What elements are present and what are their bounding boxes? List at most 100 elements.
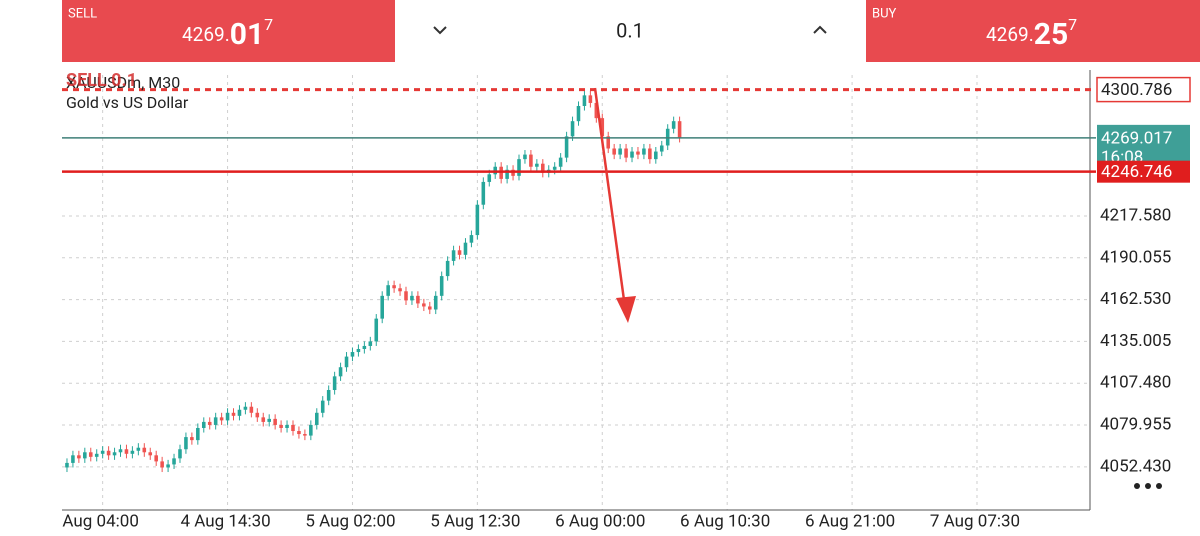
sell-label: SELL [68,6,97,21]
candle-body [529,154,533,167]
buy-button[interactable] [866,0,1200,62]
menu-dots[interactable] [1134,483,1162,489]
candle-body [469,235,474,243]
candle-body [124,449,129,454]
candle-body [451,250,456,261]
candle-body [297,431,301,435]
candle-body [624,148,628,158]
candle-body [558,157,563,167]
candle-body [422,303,426,307]
candle-body [481,181,486,205]
candle-body [487,174,492,182]
candle-body [618,148,622,155]
sell-price-sup: 7 [264,15,273,34]
candle-body [475,204,480,236]
x-tick-label: 6 Aug 00:00 [555,511,645,531]
candle-body [380,295,384,319]
candle-body [338,367,343,377]
x-tick-label: 5 Aug 12:30 [430,511,520,531]
candle-body [279,424,283,428]
candle-body [326,390,331,401]
candle-body [576,105,581,122]
candle-body [457,250,462,255]
candle-body [100,450,105,454]
x-tick-label: 6 Aug 10:30 [680,511,770,531]
candle-body [154,455,158,462]
candle-body [130,450,135,454]
candle-body [201,421,206,428]
candle-body [261,417,266,422]
candle-body [433,295,438,310]
buy-price: 4269.257 [986,15,1077,52]
candle-body [118,449,123,453]
y-tick-label: 4079.955 [1100,414,1171,434]
candle-body [71,455,75,463]
volume-up[interactable] [813,25,827,34]
candle-body [255,412,260,418]
candle-body [398,288,402,292]
candle-body [65,462,69,468]
candle-body [564,136,569,158]
candle-body [350,352,355,357]
annotation-arrow [593,87,626,301]
buy-label: BUY [872,6,897,21]
order-price-box [1096,76,1191,103]
y-tick-label: 4135.005 [1100,331,1171,351]
candle-body [237,409,242,416]
candle-body [594,102,599,119]
candle-body [83,452,87,459]
y-tick-label: 4107.480 [1100,373,1171,393]
buy-price-big: 25 [1034,17,1068,52]
candle-body [166,464,170,468]
x-tick-label: Aug 04:00 [62,511,138,531]
sell-button[interactable] [62,0,395,62]
buy-price-sup: 7 [1068,15,1077,34]
candle-body [148,452,153,456]
candle-body [600,118,605,137]
candle-body [642,148,646,155]
x-tick-label: 7 Aug 07:30 [930,511,1020,531]
stop-price: 4246.746 [1101,162,1172,182]
candle-body [178,449,182,459]
candle-body [630,151,634,158]
y-tick-label: 4190.055 [1100,247,1171,267]
candle-body [677,121,682,138]
sell-price-main: 4269. [182,23,230,46]
candle-body [570,121,575,137]
candle-body [535,163,539,167]
candle-body [77,455,81,459]
candle-body [225,412,230,421]
candle-body [106,450,111,456]
bid-price-box [1097,124,1190,167]
candle-body [344,356,349,368]
bid-price: 4269.017 [1101,128,1172,148]
candle-body [314,412,319,425]
candle-body [273,418,277,425]
candle-body [309,424,313,436]
candle-body [332,376,337,391]
candle-body [320,400,325,413]
candle-body [368,341,373,346]
candle-body [671,121,676,129]
candle-body [410,295,414,301]
candle-body [374,318,379,342]
candle-body [231,412,236,416]
candle-body [648,148,652,160]
order-price: 4300.786 [1101,80,1172,100]
candle-body [249,406,254,413]
candle-body [659,145,664,152]
candle-body [356,349,361,353]
plot: 4052.430 4079.955 4107.480 4135.005 4162.530… [62,70,1191,531]
candle-body [582,95,587,106]
candle-body [303,434,307,436]
volume[interactable]: 0.1 [616,18,644,42]
candle-body [439,276,444,296]
candle-body [142,447,147,453]
x-tick-label: 6 Aug 21:00 [805,511,895,531]
candle-body [184,437,188,450]
volume-down[interactable] [433,26,447,35]
candle-body [88,452,93,457]
candle-body [416,295,420,304]
symbol: XAUUSDm, M30 [66,73,180,92]
